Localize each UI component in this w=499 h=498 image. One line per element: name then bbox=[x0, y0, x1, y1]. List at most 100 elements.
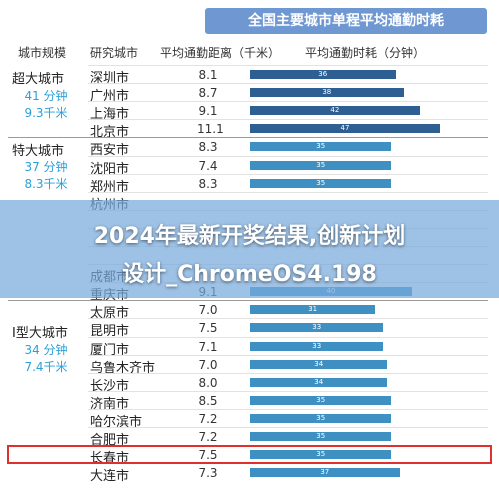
distance-value: 7.0 bbox=[198, 357, 218, 372]
city-label: 合肥市 bbox=[90, 433, 130, 448]
group-note-dist-super: 9.3千米 bbox=[24, 106, 68, 120]
distance-value: 7.2 bbox=[198, 411, 218, 426]
row-divider bbox=[88, 119, 488, 121]
city-label: 北京市 bbox=[90, 125, 130, 141]
bar-value-label: 38 bbox=[322, 88, 332, 97]
row-divider bbox=[88, 318, 488, 320]
title-banner bbox=[205, 8, 487, 34]
bar bbox=[250, 178, 392, 188]
bar-value-label: 31 bbox=[308, 305, 318, 314]
header-distance: 平均通勤距离（千米） bbox=[160, 46, 281, 60]
city-label: 大连市 bbox=[90, 469, 130, 485]
distance-value: 8.5 bbox=[198, 393, 218, 408]
header-tier: 城市规模 bbox=[18, 46, 67, 60]
group-note-time-large: 37 分钟 bbox=[24, 160, 68, 174]
row-divider bbox=[88, 65, 488, 66]
distance-value: 8.3 bbox=[198, 176, 218, 191]
city-label: 太原市 bbox=[90, 306, 130, 322]
bar bbox=[250, 323, 384, 333]
distance-value: 8.1 bbox=[198, 68, 218, 82]
bar-value-label: 42 bbox=[330, 106, 340, 115]
bar bbox=[250, 450, 392, 460]
group-note-dist-type1: 7.4千米 bbox=[24, 360, 68, 374]
bar-value-label: 35 bbox=[316, 432, 326, 440]
city-label: 长沙市 bbox=[90, 378, 130, 394]
row-divider bbox=[88, 173, 488, 175]
city-label: 深圳市 bbox=[90, 71, 130, 86]
bar-value-label: 37 bbox=[320, 468, 330, 477]
group-note-time-type1: 34 分钟 bbox=[24, 343, 68, 357]
bar-value-label: 33 bbox=[312, 341, 322, 350]
bar-value-label: 35 bbox=[316, 450, 326, 459]
bar bbox=[250, 377, 388, 387]
bar bbox=[250, 341, 384, 351]
bar-value-label: 35 bbox=[316, 142, 326, 151]
distance-value: 7.1 bbox=[198, 339, 218, 354]
distance-value: 8.3 bbox=[198, 140, 218, 155]
row-divider bbox=[88, 155, 488, 157]
distance-value: 11.1 bbox=[197, 122, 224, 137]
distance-value: 8.0 bbox=[198, 375, 218, 390]
distance-value: 9.1 bbox=[198, 104, 218, 119]
city-label: 厦门市 bbox=[90, 342, 130, 358]
bar bbox=[250, 468, 400, 478]
city-label: 乌鲁木齐市 bbox=[90, 360, 156, 376]
city-label: 郑州市 bbox=[90, 179, 130, 195]
bar bbox=[250, 305, 376, 315]
row-divider bbox=[88, 191, 488, 193]
row-divider bbox=[88, 408, 488, 410]
distance-value: 8.7 bbox=[198, 86, 218, 101]
header-city: 研究城市 bbox=[90, 46, 139, 60]
overlay-line-1: 2024年最新开奖结果,创新计划 bbox=[93, 224, 406, 249]
overlay-line-2: 设计_ChromeOS4.198 bbox=[122, 262, 377, 287]
row-divider bbox=[88, 390, 488, 392]
row-divider bbox=[8, 137, 488, 139]
bar-value-label: 34 bbox=[314, 359, 324, 368]
bar bbox=[250, 106, 420, 116]
distance-value: 7.3 bbox=[198, 466, 218, 481]
bar bbox=[250, 142, 392, 152]
city-label: 昆明市 bbox=[90, 324, 130, 340]
distance-value: 7.5 bbox=[198, 321, 218, 336]
bar-value-label: 35 bbox=[316, 413, 326, 422]
row-divider bbox=[88, 354, 488, 356]
group-name-super: 超大城市 bbox=[12, 72, 65, 87]
row-divider bbox=[88, 427, 488, 428]
bar bbox=[250, 413, 392, 423]
bar bbox=[250, 88, 404, 98]
distance-value: 7.4 bbox=[198, 158, 218, 173]
watermark-overlay bbox=[0, 200, 499, 298]
bar bbox=[250, 395, 392, 405]
city-label: 上海市 bbox=[90, 107, 130, 123]
bar bbox=[250, 359, 388, 369]
bar-value-label: 47 bbox=[340, 124, 350, 133]
bar bbox=[250, 160, 392, 170]
bar bbox=[250, 124, 440, 134]
distance-value: 7.2 bbox=[198, 430, 218, 444]
distance-value: 7.5 bbox=[198, 448, 218, 463]
highlight-box bbox=[7, 445, 492, 464]
bar-value-label: 35 bbox=[316, 160, 326, 169]
city-label: 济南市 bbox=[90, 396, 130, 412]
city-label: 哈尔滨市 bbox=[90, 414, 143, 430]
group-note-time-super: 41 分钟 bbox=[24, 89, 68, 103]
bar bbox=[250, 432, 392, 441]
group-name-large: 特大城市 bbox=[12, 144, 65, 159]
row-divider bbox=[88, 101, 488, 103]
city-label: 沈阳市 bbox=[90, 161, 130, 177]
row-divider bbox=[88, 83, 488, 85]
bar-value-label: 35 bbox=[316, 395, 326, 404]
city-label: 西安市 bbox=[90, 143, 130, 159]
bar-value-label: 35 bbox=[316, 178, 326, 187]
row-divider bbox=[88, 336, 488, 338]
city-label: 广州市 bbox=[90, 89, 130, 105]
bar-value-label: 36 bbox=[318, 70, 328, 78]
chart-title: 全国主要城市单程平均通勤时耗 bbox=[248, 13, 444, 29]
group-name-type1: Ⅰ型大城市 bbox=[12, 326, 68, 341]
header-time: 平均通勤时耗（分钟） bbox=[305, 46, 426, 60]
group-note-dist-large: 8.3千米 bbox=[24, 177, 68, 191]
bar-value-label: 33 bbox=[312, 323, 322, 332]
bar bbox=[250, 70, 396, 79]
row-divider bbox=[8, 300, 488, 302]
